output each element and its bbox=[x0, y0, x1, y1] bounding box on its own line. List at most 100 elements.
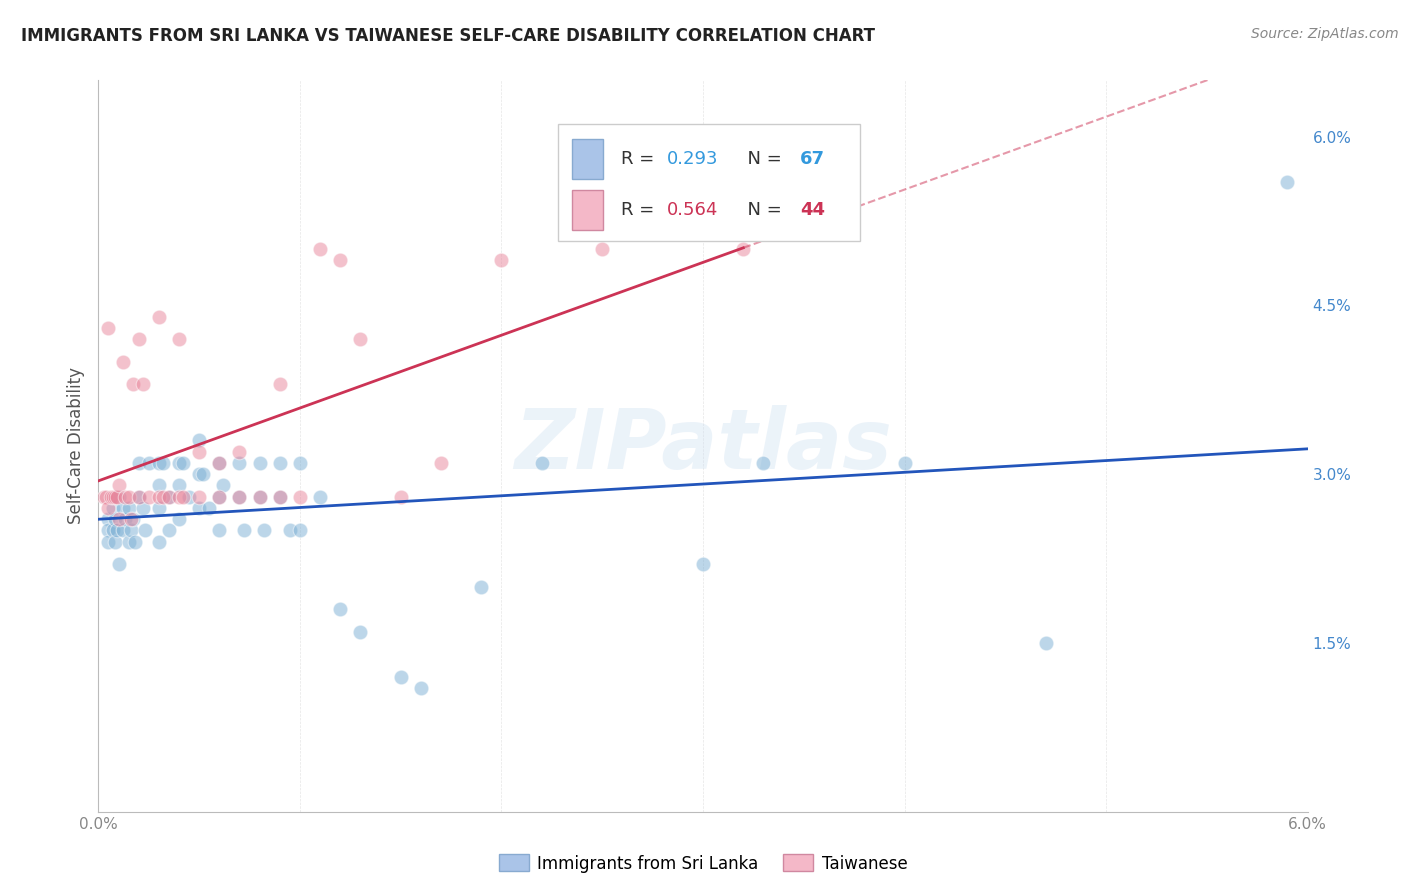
FancyBboxPatch shape bbox=[558, 124, 860, 241]
Point bbox=[157, 524, 180, 538]
Point bbox=[249, 490, 271, 504]
Point bbox=[128, 456, 150, 470]
Point bbox=[105, 524, 128, 538]
Point bbox=[269, 377, 291, 392]
Point bbox=[269, 490, 291, 504]
Point bbox=[97, 512, 120, 526]
Point bbox=[132, 377, 155, 392]
Point bbox=[172, 456, 194, 470]
Point bbox=[103, 512, 125, 526]
Point bbox=[208, 524, 231, 538]
Point bbox=[249, 490, 271, 504]
Point bbox=[232, 524, 254, 538]
Point bbox=[188, 444, 211, 458]
Point bbox=[329, 602, 352, 616]
Point bbox=[97, 524, 120, 538]
Point bbox=[228, 444, 250, 458]
Text: Source: ZipAtlas.com: Source: ZipAtlas.com bbox=[1251, 27, 1399, 41]
Point bbox=[349, 624, 371, 639]
Text: R =: R = bbox=[621, 150, 659, 169]
Point bbox=[692, 557, 714, 571]
Text: 0.293: 0.293 bbox=[666, 150, 718, 169]
Point bbox=[188, 490, 211, 504]
Legend: Immigrants from Sri Lanka, Taiwanese: Immigrants from Sri Lanka, Taiwanese bbox=[492, 847, 914, 880]
Point bbox=[96, 490, 118, 504]
Point bbox=[93, 490, 115, 504]
Point bbox=[167, 478, 190, 492]
Point bbox=[188, 434, 211, 448]
Text: IMMIGRANTS FROM SRI LANKA VS TAIWANESE SELF-CARE DISABILITY CORRELATION CHART: IMMIGRANTS FROM SRI LANKA VS TAIWANESE S… bbox=[21, 27, 875, 45]
Point bbox=[107, 557, 129, 571]
Text: N =: N = bbox=[735, 202, 787, 219]
Point bbox=[118, 490, 141, 504]
Point bbox=[167, 456, 190, 470]
Point bbox=[121, 512, 143, 526]
Point bbox=[157, 490, 180, 504]
Point bbox=[148, 478, 170, 492]
Point bbox=[128, 490, 150, 504]
Point bbox=[288, 490, 311, 504]
Point bbox=[208, 490, 231, 504]
Point bbox=[212, 478, 235, 492]
Point bbox=[591, 242, 613, 256]
Point bbox=[121, 377, 143, 392]
Point bbox=[208, 456, 231, 470]
Point bbox=[128, 490, 150, 504]
Point bbox=[120, 524, 142, 538]
Point bbox=[228, 490, 250, 504]
Point bbox=[1035, 636, 1057, 650]
Point bbox=[167, 332, 190, 346]
Point bbox=[114, 512, 136, 526]
Point bbox=[101, 500, 124, 515]
Point bbox=[188, 467, 211, 482]
Point bbox=[101, 490, 124, 504]
Point bbox=[97, 500, 120, 515]
FancyBboxPatch shape bbox=[572, 139, 603, 179]
Point bbox=[97, 534, 120, 549]
Point bbox=[97, 321, 120, 335]
Point bbox=[208, 456, 231, 470]
Point bbox=[111, 524, 134, 538]
Point bbox=[138, 490, 160, 504]
Point bbox=[118, 534, 141, 549]
Point bbox=[269, 490, 291, 504]
Point bbox=[114, 490, 136, 504]
Point bbox=[138, 456, 160, 470]
Point bbox=[430, 456, 453, 470]
Point bbox=[124, 534, 146, 549]
Text: R =: R = bbox=[621, 202, 659, 219]
Point bbox=[389, 670, 412, 684]
Point bbox=[118, 500, 141, 515]
Point bbox=[128, 332, 150, 346]
Point bbox=[148, 500, 170, 515]
Point bbox=[1277, 175, 1299, 189]
Point bbox=[249, 456, 271, 470]
Text: N =: N = bbox=[735, 150, 787, 169]
Point bbox=[278, 524, 301, 538]
Point bbox=[132, 500, 155, 515]
Text: 67: 67 bbox=[800, 150, 825, 169]
Point bbox=[409, 681, 432, 695]
Point bbox=[105, 490, 128, 504]
Text: ZIPatlas: ZIPatlas bbox=[515, 406, 891, 486]
Text: 0.564: 0.564 bbox=[666, 202, 718, 219]
Point bbox=[152, 456, 174, 470]
Point bbox=[198, 500, 221, 515]
Point bbox=[288, 524, 311, 538]
Point bbox=[134, 524, 156, 538]
Point bbox=[107, 490, 129, 504]
Point bbox=[167, 490, 190, 504]
FancyBboxPatch shape bbox=[572, 190, 603, 230]
Point bbox=[329, 253, 352, 268]
Point bbox=[288, 456, 311, 470]
Point bbox=[228, 490, 250, 504]
Point bbox=[491, 253, 513, 268]
Point bbox=[148, 490, 170, 504]
Point bbox=[148, 310, 170, 324]
Point bbox=[107, 512, 129, 526]
Point bbox=[208, 490, 231, 504]
Point bbox=[188, 500, 211, 515]
Point bbox=[120, 512, 142, 526]
Point bbox=[111, 354, 134, 368]
Point bbox=[309, 242, 332, 256]
